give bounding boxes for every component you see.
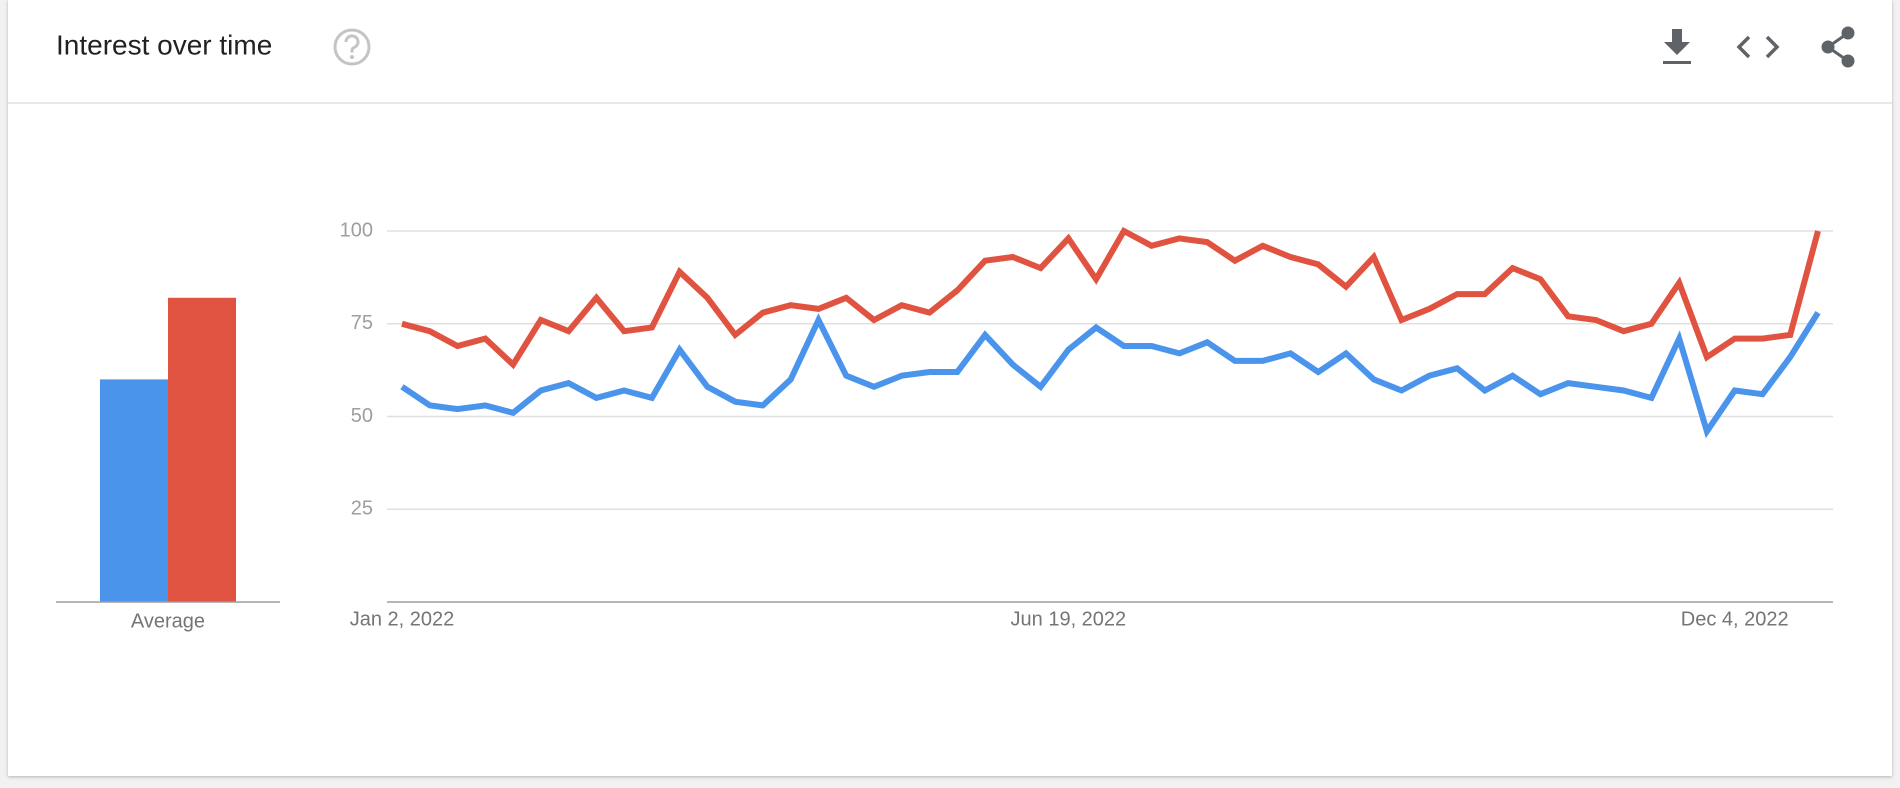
embed-button[interactable]: [1736, 35, 1780, 59]
y-tick-label: 75: [351, 312, 373, 334]
widget-card: [8, 0, 1892, 776]
y-tick-label: 25: [351, 498, 373, 520]
x-tick-label: Jun 19, 2022: [1011, 608, 1127, 630]
trend-line: [401, 226, 1821, 370]
widget-title: Interest over time: [56, 29, 272, 60]
trend-line: [400, 311, 1821, 439]
x-tick-label: Jan 2, 2022: [350, 608, 455, 630]
y-tick-label: 50: [351, 405, 373, 427]
share-button[interactable]: [1821, 26, 1855, 68]
help-icon[interactable]: [333, 28, 371, 66]
average-bar: [100, 379, 168, 602]
download-button[interactable]: [1663, 29, 1691, 64]
x-tick-label: Dec 4, 2022: [1681, 608, 1789, 630]
y-tick-label: 100: [340, 219, 373, 241]
x-tick-label: Average: [131, 610, 205, 632]
average-bar: [168, 297, 236, 602]
